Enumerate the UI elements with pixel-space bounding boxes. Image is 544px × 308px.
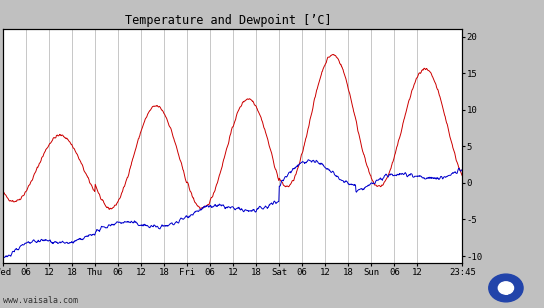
Circle shape [489,274,523,302]
Text: www.vaisala.com: www.vaisala.com [3,296,78,305]
Circle shape [498,282,514,294]
Text: Temperature and Dewpoint [’C]: Temperature and Dewpoint [’C] [125,14,332,26]
